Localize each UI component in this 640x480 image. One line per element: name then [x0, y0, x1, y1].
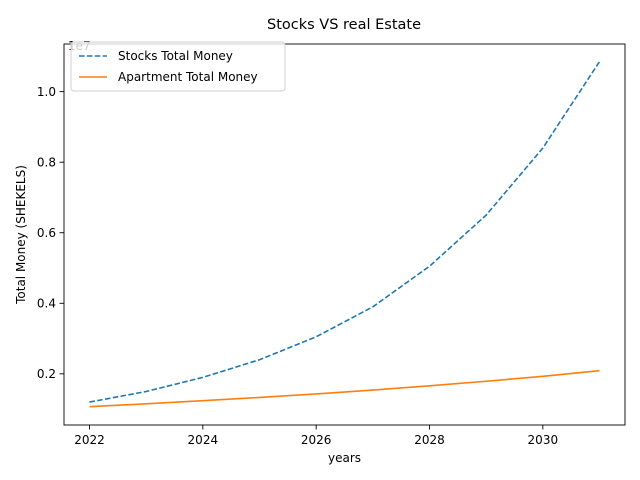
- legend-label-apartment: Apartment Total Money: [118, 70, 258, 84]
- x-tick-label-2030: 2030: [528, 433, 559, 447]
- y-axis-label: Total Money (SHEKELS): [14, 165, 28, 305]
- legend-box: [70, 41, 286, 92]
- series-layer: [89, 61, 601, 408]
- x-tick-label-2022: 2022: [74, 433, 105, 447]
- y-tick-label-1: 0.4: [37, 297, 56, 311]
- series-line-stocks: [89, 61, 601, 403]
- chart-title: Stocks VS real Estate: [267, 17, 421, 33]
- x-tick-label-2024: 2024: [188, 433, 219, 447]
- y-tick-label-3: 0.8: [37, 155, 56, 169]
- series-line-apartment: [89, 369, 600, 408]
- x-tick-label-2028: 2028: [414, 433, 445, 447]
- y-axis: 0.2 0.4 0.6 0.8 1.0: [37, 85, 64, 381]
- x-axis: 2022 2024 2026 2028 2030: [74, 425, 558, 447]
- y-tick-label-0: 0.2: [37, 367, 56, 381]
- x-axis-label: years: [328, 451, 361, 465]
- legend: Stocks Total Money Apartment Total Money: [70, 41, 286, 92]
- legend-label-stocks: Stocks Total Money: [118, 49, 233, 63]
- plot-frame: [63, 43, 626, 426]
- y-tick-label-2: 0.6: [37, 226, 56, 240]
- x-tick-label-2026: 2026: [301, 433, 332, 447]
- y-tick-label-4: 1.0: [37, 85, 56, 99]
